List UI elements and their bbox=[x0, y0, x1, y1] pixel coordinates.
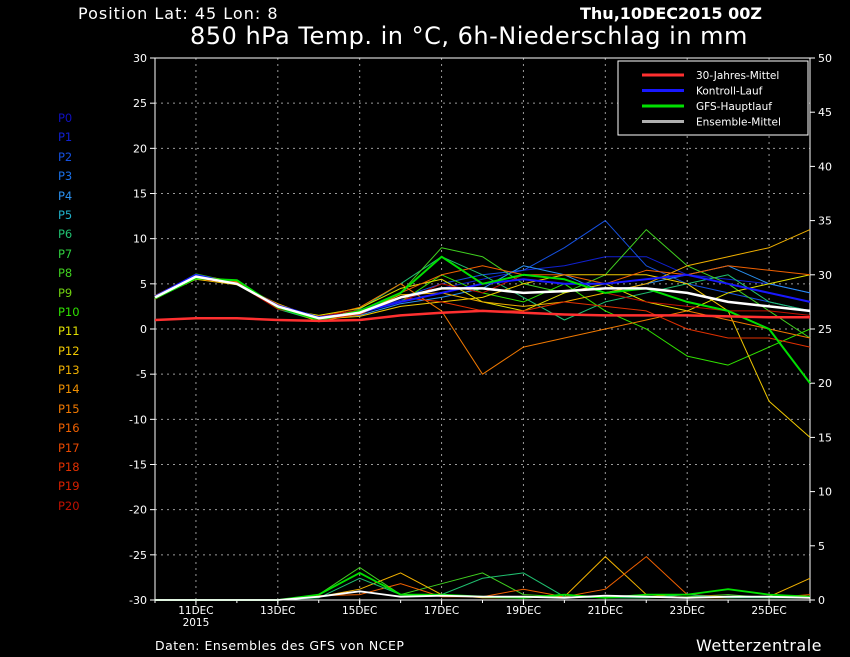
series-layer bbox=[154, 220, 811, 601]
precip-line bbox=[155, 566, 810, 601]
legend-label: GFS-Hauptlauf bbox=[696, 101, 772, 113]
member-label: P15 bbox=[58, 401, 80, 416]
member-label: P18 bbox=[58, 460, 80, 475]
member-label: P10 bbox=[58, 304, 80, 319]
member-label: P4 bbox=[58, 188, 73, 203]
member-label: P11 bbox=[58, 324, 80, 339]
right-tick-label: 40 bbox=[818, 160, 832, 173]
right-tick-label: 50 bbox=[818, 52, 832, 65]
x-tick-label: 21DEC bbox=[588, 605, 623, 617]
precip-line bbox=[155, 590, 811, 601]
left-tick-label: -10 bbox=[129, 413, 147, 426]
x-tick-label: 25DEC bbox=[751, 605, 786, 617]
data-source-note: Daten: Ensembles des GFS von NCEP bbox=[155, 638, 405, 653]
member-label: P12 bbox=[58, 343, 80, 358]
left-tick-label: -30 bbox=[129, 594, 147, 607]
right-tick-label: 10 bbox=[818, 486, 832, 499]
chart-title: 850 hPa Temp. in °C, 6h-Niederschlag in … bbox=[190, 22, 748, 50]
member-label: P20 bbox=[58, 498, 80, 513]
member-label: P3 bbox=[58, 169, 73, 184]
member-label: P6 bbox=[58, 227, 73, 242]
series-line bbox=[154, 274, 811, 317]
left-tick-label: 25 bbox=[133, 97, 147, 110]
left-tick-label: 10 bbox=[133, 233, 147, 246]
member-label: P7 bbox=[58, 246, 73, 261]
right-tick-label: 15 bbox=[818, 431, 832, 444]
member-label: P13 bbox=[58, 363, 80, 378]
run-date: Thu,10DEC2015 00Z bbox=[580, 4, 762, 23]
left-tick-label: -25 bbox=[129, 549, 147, 562]
right-tick-label: 45 bbox=[818, 106, 832, 119]
right-tick-label: 35 bbox=[818, 215, 832, 228]
left-tick-label: 0 bbox=[140, 323, 147, 336]
member-label: P8 bbox=[58, 266, 73, 281]
legend-label: 30-Jahres-Mittel bbox=[696, 70, 779, 82]
member-label: P16 bbox=[58, 421, 80, 436]
brand-label: Wetterzentrale bbox=[696, 636, 823, 655]
position-label: Position Lat: 45 Lon: 8 bbox=[78, 4, 279, 23]
member-label: P2 bbox=[58, 149, 73, 164]
series-line bbox=[154, 275, 811, 320]
member-label: P17 bbox=[58, 440, 80, 455]
plot-frame bbox=[154, 57, 811, 601]
right-tick-label: 20 bbox=[818, 377, 832, 390]
legend-label: Ensemble-Mittel bbox=[696, 117, 781, 129]
series-line bbox=[154, 309, 810, 323]
member-label: P1 bbox=[58, 130, 73, 145]
right-tick-label: 25 bbox=[818, 323, 832, 336]
right-tick-label: 0 bbox=[818, 594, 825, 607]
left-tick-label: -20 bbox=[129, 504, 147, 517]
right-tick-label: 30 bbox=[818, 269, 832, 282]
x-tick-label: 11DEC bbox=[178, 605, 213, 617]
member-label: P14 bbox=[58, 382, 80, 397]
left-tick-label: 20 bbox=[133, 142, 147, 155]
legend-layer: 30-Jahres-Mittel Kontroll-Lauf GFS-Hauptla… bbox=[617, 60, 809, 136]
x-tick-label: 13DEC bbox=[260, 605, 295, 617]
x-tick-label: 23DEC bbox=[669, 605, 704, 617]
member-label: P5 bbox=[58, 207, 73, 222]
x-tick-label: 19DEC bbox=[506, 605, 541, 617]
member-label: P9 bbox=[58, 285, 73, 300]
right-tick-label: 5 bbox=[818, 540, 825, 553]
legend-label: Kontroll-Lauf bbox=[696, 86, 763, 98]
left-tick-label: -5 bbox=[136, 368, 147, 381]
x-tick-label: 17DEC bbox=[424, 605, 459, 617]
member-label: P0 bbox=[58, 111, 73, 125]
left-tick-label: 30 bbox=[133, 52, 147, 65]
grid-layer bbox=[155, 58, 810, 600]
left-tick-label: 5 bbox=[140, 278, 147, 291]
ensemble-member-list: P0 P1 P2 P3 P4 P5 P6 P7 P8 P9 P10 P11 P12 P13 P14 P15 P1… bbox=[58, 109, 80, 516]
x-tick-sublabel: 2015 bbox=[183, 617, 210, 629]
left-tick-label: 15 bbox=[133, 188, 147, 201]
member-label: P19 bbox=[58, 479, 80, 494]
x-tick-label: 15DEC bbox=[342, 605, 377, 617]
axis-layer: 302520151050-5-10-15-20-25-3050454035302… bbox=[129, 52, 832, 629]
left-tick-label: -15 bbox=[129, 459, 147, 472]
